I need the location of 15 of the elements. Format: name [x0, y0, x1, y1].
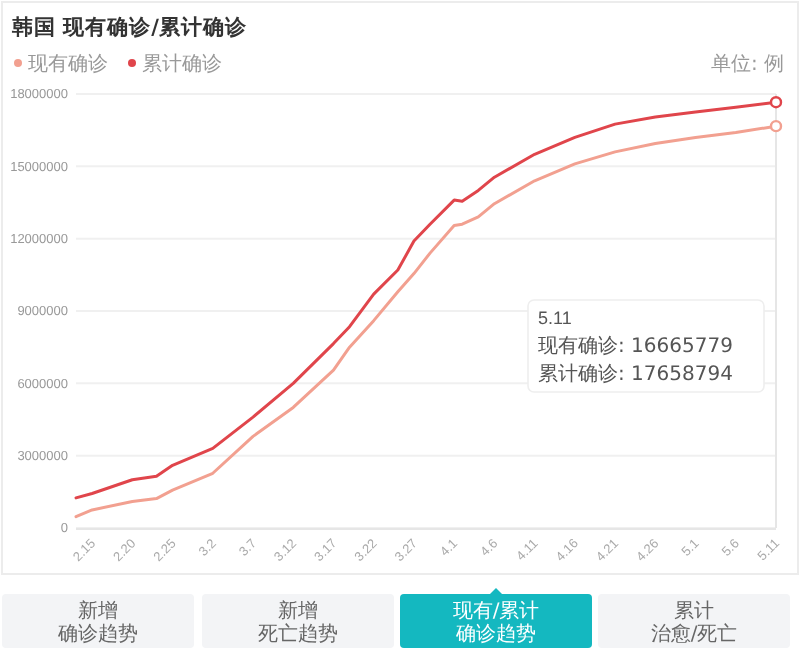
annotation: 5.11	[538, 308, 572, 328]
text: 累计	[674, 599, 714, 623]
text: 死亡趋势	[258, 622, 338, 646]
text: 确诊趋势	[454, 622, 536, 646]
text: 治愈/死亡	[650, 622, 738, 646]
legend-label: 现有确诊	[28, 52, 108, 76]
text: 新增	[78, 599, 118, 623]
text: 单位: 例	[710, 52, 784, 76]
annotation: 累计确诊: 17658794	[538, 362, 733, 386]
annotation: 现有确诊: 16665779	[538, 334, 733, 358]
text: 新增	[278, 599, 318, 623]
text: 现有/累计	[452, 599, 540, 623]
text: 确诊趋势	[56, 622, 138, 646]
legend-label: 累计确诊	[142, 52, 222, 76]
chart-title: 韩国 现有确诊/累计确诊	[10, 14, 249, 40]
